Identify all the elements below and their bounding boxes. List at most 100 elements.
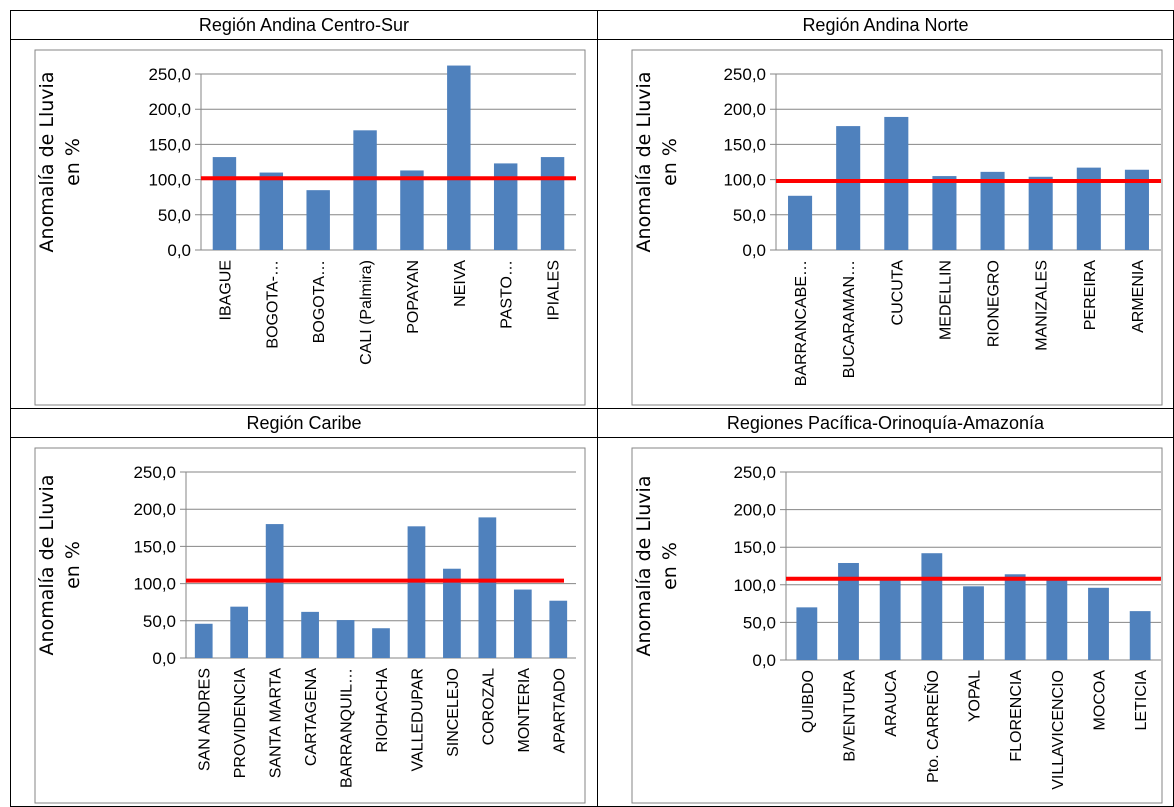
y-tick-label: 0,0 [152,649,176,668]
y-axis-label: en % [62,138,84,186]
bar [884,116,909,250]
y-tick-label: 100,0 [148,171,191,190]
chart-panel-andina-norte: Región Andina Norte 0,0 50,0 100,0 150,0 200… [597,10,1174,409]
chart-title: Región Caribe [11,409,597,438]
bar [301,611,319,658]
y-tick-label: 200,0 [133,500,176,519]
y-tick-label: 250,0 [133,463,176,482]
bar [836,126,861,250]
y-tick-label: 100,0 [733,576,776,595]
chart-panel-caribe: Región Caribe 0,0 50,0 100,0 150,0 200,0 250,… [10,408,598,807]
bar [540,157,565,250]
bar [932,176,957,250]
bar [1129,611,1151,660]
y-axis-label: Anomalía de Lluvia [633,476,655,657]
category-label: QUIBDO [800,670,817,733]
bar [879,578,901,660]
bar [265,524,284,658]
category-label: B/VENTURA [842,670,859,762]
bar [963,586,984,660]
bar [400,170,424,250]
category-label: COROZAL [480,668,497,745]
category-label: SINCELEJO [445,668,462,757]
category-label: CALI (Palmira) [358,260,375,365]
y-tick-label: 0,0 [167,241,191,260]
category-label: ARAUCA [883,670,900,737]
chart-title: Región Andina Norte [598,11,1173,40]
bar [513,589,532,658]
y-tick-label: 50,0 [143,612,176,631]
y-tick-label: 200,0 [148,100,191,119]
chart-panel-pacifica-orinoquia-amazonia: Regiones Pacífica-Orinoquía-Amazonía 0,0… [597,408,1174,807]
y-tick-label: 50,0 [733,206,766,225]
category-label: CARTAGENA [303,668,320,766]
y-tick-label: 0,0 [742,241,766,260]
y-tick-label: 200,0 [733,501,776,520]
bar [407,526,426,658]
y-tick-label: 250,0 [148,65,191,84]
bar [212,157,237,250]
y-axis-label: Anomalía de Lluvia [633,72,655,253]
bar [194,623,213,658]
category-label: MOCOA [1092,670,1109,731]
y-tick-label: 150,0 [723,135,766,154]
category-label: Pto. CARREÑO [922,670,942,783]
category-label: VALLEDUPAR [409,668,426,771]
bar [1004,574,1026,660]
category-label: CUCUTA [889,260,906,326]
category-label: BARRANQUIL… [339,668,356,788]
category-label: BOGOTA… [311,260,328,343]
bar [306,190,330,250]
chart-caribe: 0,0 50,0 100,0 150,0 200,0 250,0 Anomalía de L… [34,447,586,804]
bar [1088,587,1109,660]
bar [1124,169,1149,250]
category-label: IBAGUE [217,260,234,320]
category-label: BUCARAMAN… [841,260,858,378]
bar [230,606,249,658]
category-label: YOPAL [967,670,984,722]
category-label: PEREIRA [1082,260,1099,331]
category-label: RIOHACHA [374,668,391,753]
category-label: MONTERIA [516,668,533,753]
category-label: LETICIA [1133,670,1150,731]
y-tick-label: 100,0 [723,171,766,190]
y-tick-label: 150,0 [733,538,776,557]
y-tick-label: 100,0 [133,575,176,594]
bar [443,568,461,658]
y-axis-label: en % [659,138,681,186]
y-tick-label: 250,0 [733,463,776,482]
bar [796,607,818,660]
bar [353,130,377,250]
category-label: SAN ANDRES [197,668,214,771]
category-label: FLORENCIA [1008,670,1025,762]
bar [1028,176,1053,250]
y-tick-label: 50,0 [743,613,776,632]
y-tick-label: 150,0 [148,135,191,154]
bar [372,628,390,658]
bar [478,517,497,658]
chart-andina-norte: 0,0 50,0 100,0 150,0 200,0 250,0 Anomalía de L… [631,49,1163,406]
bar [1046,579,1068,660]
y-axis-label: en % [62,541,84,589]
bar [921,553,943,660]
bar [838,562,859,660]
bar [447,65,471,250]
category-label: SANTA MARTA [268,668,285,779]
category-label: ARMENIA [1130,260,1147,333]
chart-title: Regiones Pacífica-Orinoquía-Amazonía [598,409,1173,438]
bar [980,171,1005,250]
chart-title: Región Andina Centro-Sur [11,11,597,40]
category-label: IPIALES [546,260,563,320]
category-label: MANIZALES [1034,260,1051,351]
y-tick-label: 200,0 [723,100,766,119]
chart-panel-andina-centro-sur: Región Andina Centro-Sur 0,0 50,0 100,0 150… [10,10,598,409]
bar [788,195,813,250]
category-label: RIONEGRO [986,260,1003,347]
bar [259,172,284,250]
y-tick-label: 50,0 [158,206,191,225]
y-axis-label: Anomalía de Lluvia [36,72,58,253]
category-label: BARRANCABE… [793,260,810,386]
y-tick-label: 150,0 [133,537,176,556]
category-label: MEDELLIN [937,260,954,340]
chart-andina-centro-sur: 0,0 50,0 100,0 150,0 200,0 250,0 Anomalía de L… [34,49,586,406]
